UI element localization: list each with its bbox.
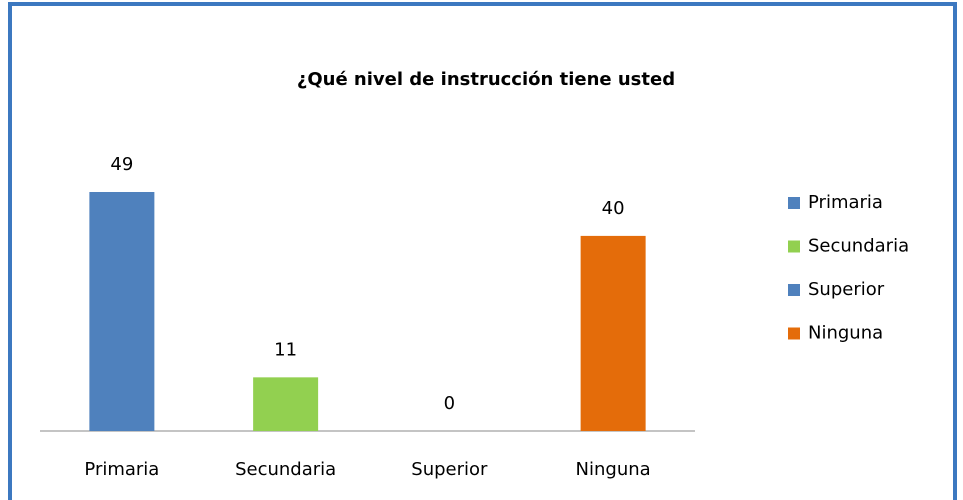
bar [580, 235, 646, 431]
legend-label: Ninguna [808, 323, 883, 344]
legend-swatch [788, 327, 800, 340]
legend-label: Superior [808, 279, 885, 300]
bar [89, 192, 155, 431]
bar [253, 377, 319, 431]
legend-label: Primaria [808, 192, 883, 213]
x-tick-label: Ninguna [576, 459, 651, 480]
legend-swatch [788, 284, 800, 296]
x-tick-label: Superior [411, 459, 488, 480]
x-tick-label: Secundaria [235, 459, 336, 480]
x-tick-label: Primaria [84, 459, 159, 480]
legend-swatch [788, 197, 800, 209]
value-label: 40 [602, 198, 625, 219]
chart-title: ¿Qué nivel de instrucción tiene usted [297, 69, 675, 90]
value-label: 11 [274, 339, 297, 360]
value-label: 49 [110, 154, 133, 175]
value-label: 0 [444, 393, 455, 414]
legend-swatch [788, 240, 800, 253]
legend-label: Secundaria [808, 236, 909, 257]
